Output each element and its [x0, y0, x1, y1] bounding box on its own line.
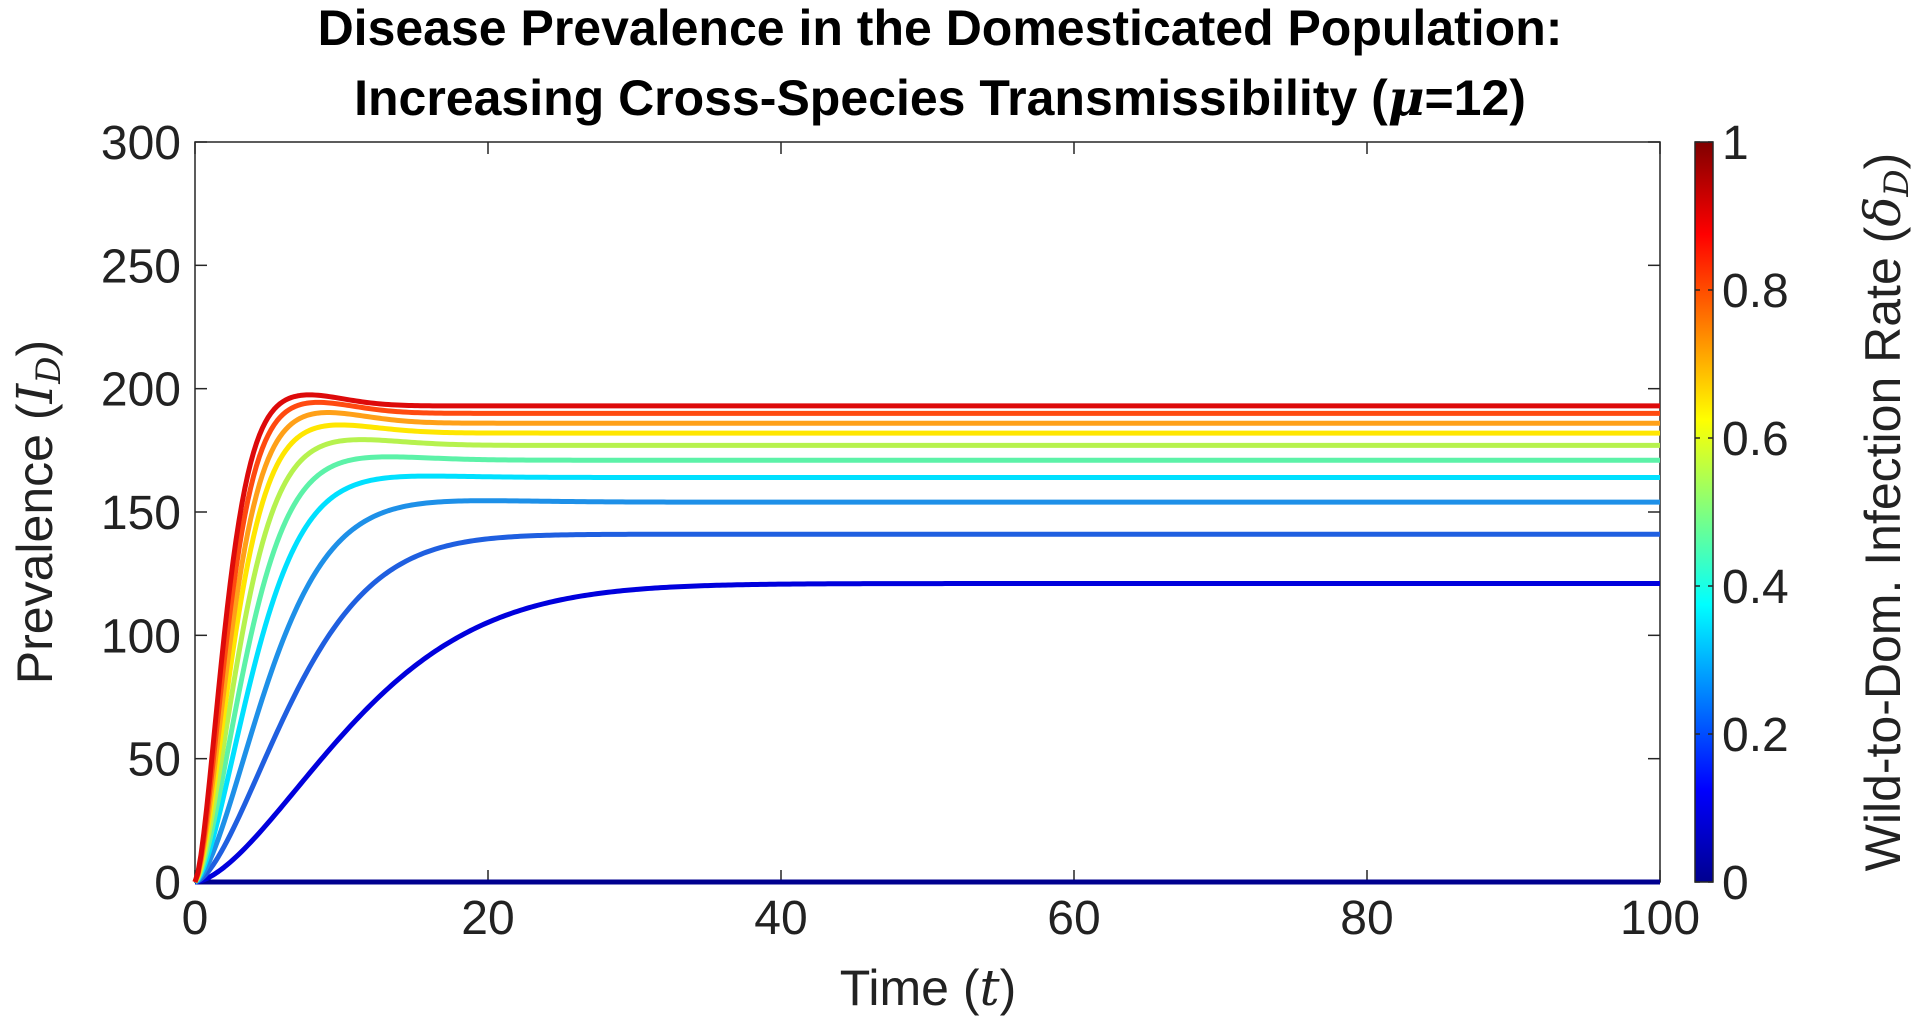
- series-line: [194, 531, 1660, 885]
- y-axis-ticks: 0 50 100 150 200 250 300: [101, 117, 1660, 910]
- x-tick-label: 60: [1047, 892, 1100, 945]
- y-tick-label: 150: [101, 487, 181, 540]
- colorbar: [1694, 141, 1714, 883]
- colorbar-tick-label: 0.2: [1722, 709, 1789, 762]
- series-line: [192, 437, 1660, 884]
- y-tick-label: 100: [101, 610, 181, 663]
- series-line: [192, 399, 1660, 883]
- series-line: [193, 473, 1660, 884]
- x-tick-label: 20: [461, 892, 514, 945]
- x-tick-label: 100: [1620, 892, 1700, 945]
- colorbar-tick-label: 0: [1722, 857, 1749, 910]
- y-tick-label: 200: [101, 364, 181, 417]
- series-line: [194, 581, 1660, 885]
- y-tick-label: 50: [128, 734, 181, 787]
- plot-area: [194, 141, 1661, 883]
- mu-symbol: μ: [1388, 68, 1425, 127]
- x-axis-label: Time (t): [840, 959, 1017, 1017]
- series-line: [192, 392, 1660, 883]
- y-axis-label: Prevalence (ID): [6, 340, 69, 684]
- y-tick-label: 250: [101, 240, 181, 293]
- colorbar-ticks: 0 0.2 0.4 0.6 0.8 1: [1695, 117, 1789, 910]
- x-tick-label: 40: [754, 892, 807, 945]
- x-tick-label: 80: [1340, 892, 1393, 945]
- chart-title-line1: Disease Prevalence in the Domesticated P…: [318, 0, 1563, 56]
- x-tick-label: 0: [182, 892, 209, 945]
- x-axis-ticks: 0 20 40 60 80 100: [182, 142, 1700, 945]
- colorbar-tick-label: 0.8: [1722, 265, 1789, 318]
- series-line: [193, 454, 1660, 884]
- series-lines: [192, 392, 1660, 885]
- chart-title-line2: Increasing Cross-Species Transmissibilit…: [354, 68, 1526, 127]
- colorbar-tick-label: 0.4: [1722, 561, 1789, 614]
- colorbar-label: Wild-to-Dom. Infection Rate (δD): [1854, 153, 1917, 872]
- y-tick-label: 0: [154, 857, 181, 910]
- series-line: [192, 410, 1660, 883]
- y-tick-label: 300: [101, 117, 181, 170]
- colorbar-tick-label: 0.6: [1722, 413, 1789, 466]
- series-line: [193, 498, 1660, 885]
- series-line: [192, 422, 1660, 884]
- colorbar-tick-label: 1: [1722, 117, 1749, 170]
